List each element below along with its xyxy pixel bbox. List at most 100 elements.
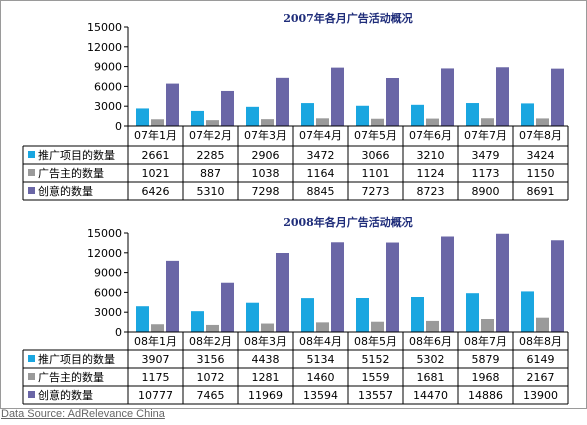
data-cell: 1559 (362, 371, 390, 384)
bar-2 (426, 320, 439, 332)
bar-2 (481, 118, 494, 126)
bar-3 (276, 253, 289, 332)
category-label: 07年7月 (464, 128, 507, 142)
bar-1 (246, 302, 259, 332)
data-cell: 6426 (142, 185, 170, 198)
data-source-link[interactable]: Data Source: AdRelevance China (1, 408, 165, 420)
data-cell: 8723 (417, 185, 445, 198)
chart-2: 2008年各月广告活动概况 0 3000 6000 9000 12000 15000 08年1… (22, 215, 569, 405)
series-label: 推广项目的数量 (38, 352, 115, 366)
bar-3 (441, 236, 454, 332)
bar-1 (411, 104, 424, 126)
bar-3 (221, 282, 234, 332)
bar-3 (276, 77, 289, 126)
legend-swatch (28, 355, 35, 362)
data-cell: 11969 (248, 389, 283, 402)
data-cell: 1038 (252, 167, 280, 180)
bar-3 (551, 240, 564, 332)
data-cell: 1124 (417, 167, 445, 180)
bar-1 (136, 108, 149, 126)
data-cell: 5310 (197, 185, 225, 198)
data-cell: 13557 (358, 389, 393, 402)
bar-3 (331, 67, 344, 126)
data-cell: 14470 (413, 389, 448, 402)
category-label: 08年5月 (354, 334, 397, 348)
bar-1 (301, 298, 314, 332)
category-label: 08年4月 (299, 334, 342, 348)
series-label: 广告主的数量 (38, 370, 104, 384)
bar-1 (466, 293, 479, 332)
bar-2 (481, 319, 494, 332)
data-cell: 5134 (307, 353, 335, 366)
category-label: 08年1月 (134, 334, 177, 348)
data-cell: 887 (200, 167, 221, 180)
category-label: 08年6月 (409, 334, 452, 348)
chart-frame: 2007年各月广告活动概况 0 3000 6000 9000 12000 15000 07年1… (0, 0, 587, 409)
data-cell: 3424 (527, 149, 555, 162)
chart-title: 2007年各月广告活动概况 (283, 11, 413, 25)
y-tick-label: 15000 (87, 21, 122, 34)
category-label: 07年2月 (189, 128, 232, 142)
data-cell: 3156 (197, 353, 225, 366)
category-label: 07年8月 (519, 128, 562, 142)
data-cell: 10777 (138, 389, 173, 402)
y-tick-label: 6000 (94, 80, 122, 93)
bar-1 (246, 106, 259, 126)
data-cell: 2661 (142, 149, 170, 162)
bar-3 (331, 242, 344, 332)
data-cell: 8691 (527, 185, 555, 198)
bar-2 (151, 324, 164, 332)
chart-title: 2008年各月广告活动概况 (283, 215, 413, 229)
category-label: 07年5月 (354, 128, 397, 142)
data-cell: 3472 (307, 149, 335, 162)
bar-2 (371, 118, 384, 126)
data-cell: 2167 (527, 371, 555, 384)
data-cell: 7273 (362, 185, 390, 198)
y-tick-label: 15000 (87, 227, 122, 240)
data-cell: 3907 (142, 353, 170, 366)
category-label: 07年1月 (134, 128, 177, 142)
category-label: 08年8月 (519, 334, 562, 348)
category-label: 08年3月 (244, 334, 287, 348)
bar-3 (166, 260, 179, 332)
legend-swatch (28, 373, 35, 380)
bar-2 (206, 324, 219, 332)
data-cell: 1150 (527, 167, 555, 180)
y-tick-label: 12000 (87, 41, 122, 54)
data-cell: 1072 (197, 371, 225, 384)
bar-2 (316, 322, 329, 332)
data-cell: 13900 (523, 389, 558, 402)
category-label: 08年7月 (464, 334, 507, 348)
category-label: 07年4月 (299, 128, 342, 142)
bar-1 (466, 103, 479, 126)
data-cell: 1175 (142, 371, 170, 384)
y-tick-label: 6000 (94, 286, 122, 299)
data-cell: 8845 (307, 185, 335, 198)
data-cell: 5302 (417, 353, 445, 366)
data-cell: 4438 (252, 353, 280, 366)
data-cell: 1164 (307, 167, 335, 180)
bar-2 (536, 317, 549, 332)
bar-2 (261, 119, 274, 126)
bar-2 (536, 118, 549, 126)
bar-3 (551, 68, 564, 126)
bar-2 (261, 323, 274, 332)
bar-1 (521, 103, 534, 126)
y-tick-label: 0 (115, 120, 122, 133)
bar-3 (221, 90, 234, 126)
bar-1 (356, 105, 369, 126)
bar-3 (386, 242, 399, 332)
data-cell: 13594 (303, 389, 338, 402)
data-cell: 8900 (472, 185, 500, 198)
data-cell: 3066 (362, 149, 390, 162)
category-label: 08年2月 (189, 334, 232, 348)
bar-2 (316, 118, 329, 126)
category-label: 07年6月 (409, 128, 452, 142)
bar-3 (386, 77, 399, 126)
legend-swatch (28, 187, 35, 194)
bar-1 (356, 297, 369, 332)
bar-3 (496, 233, 509, 332)
bar-2 (151, 119, 164, 126)
y-tick-label: 0 (115, 326, 122, 339)
data-cell: 7465 (197, 389, 225, 402)
